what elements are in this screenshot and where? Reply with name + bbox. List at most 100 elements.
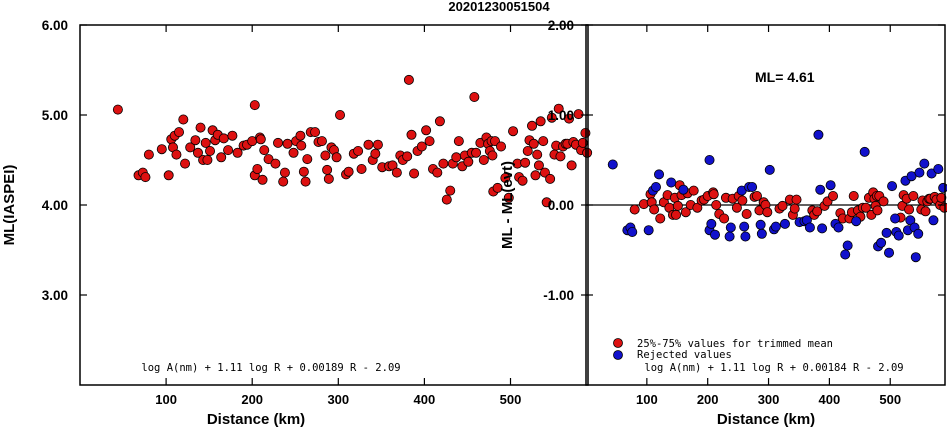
data-point-s0-85 <box>421 125 432 136</box>
data-point-s0-74 <box>904 204 915 215</box>
data-point-s0-118 <box>517 175 528 186</box>
data-point-s0-11 <box>671 209 682 220</box>
data-point-s0-0 <box>112 104 123 115</box>
data-point-s0-48 <box>812 206 823 217</box>
data-point-s0-141 <box>566 160 577 171</box>
y-axis-ticks: -1.00 0.00 1.00 2.00 <box>543 18 945 303</box>
x-axis-ticks: 100 200 300 400 500 <box>155 25 521 407</box>
data-point-s1-18 <box>740 231 751 242</box>
data-point-s0-49 <box>296 140 307 151</box>
data-points <box>112 74 593 208</box>
legend-marker-trimmed <box>613 338 623 348</box>
data-point-s0-79 <box>402 151 413 162</box>
data-point-s0-57 <box>320 150 331 161</box>
y-tick-label: 1.00 <box>548 108 574 123</box>
data-point-s1-13 <box>709 229 720 240</box>
data-point-s0-122 <box>527 120 538 131</box>
data-point-s0-130 <box>541 197 552 208</box>
data-point-s1-43 <box>881 227 892 238</box>
data-point-s0-35 <box>252 163 263 174</box>
data-point-s0-44 <box>279 167 290 178</box>
data-point-s0-56 <box>316 136 327 147</box>
data-point-s1-57 <box>919 158 930 169</box>
data-point-s0-140 <box>564 113 575 124</box>
data-point-s0-89 <box>434 116 445 127</box>
data-point-s0-58 <box>322 164 333 175</box>
data-point-s1-54 <box>910 252 921 263</box>
data-point-s0-48 <box>295 130 306 141</box>
data-point-s0-41 <box>270 158 281 169</box>
data-point-s0-20 <box>202 154 213 165</box>
data-points <box>607 129 947 263</box>
data-point-s1-32 <box>815 184 826 195</box>
data-point-s0-0 <box>629 204 640 215</box>
data-point-s0-123 <box>528 138 539 149</box>
data-point-s0-37 <box>255 134 266 145</box>
data-point-s0-18 <box>688 185 699 196</box>
y-axis-label: ML - ML(evt) <box>499 161 516 249</box>
data-point-s0-45 <box>282 138 293 149</box>
data-point-s0-43 <box>278 176 289 187</box>
data-point-s1-26 <box>779 218 790 229</box>
x-tick-label: 400 <box>414 392 436 407</box>
data-point-s0-30 <box>731 202 742 213</box>
data-point-s0-14 <box>185 142 196 153</box>
data-point-s1-34 <box>825 180 836 191</box>
data-point-s1-44 <box>884 247 895 258</box>
data-point-s0-76 <box>391 167 402 178</box>
y-axis-ticks: 3.00 4.00 5.00 6.00 <box>42 18 588 303</box>
data-point-s1-4 <box>643 225 654 236</box>
data-point-s0-124 <box>530 170 541 181</box>
data-point-s1-30 <box>804 222 815 233</box>
x-tick-label: 200 <box>241 392 263 407</box>
y-tick-label: 4.00 <box>42 198 68 213</box>
data-point-s0-136 <box>555 151 566 162</box>
data-point-s1-25 <box>770 221 781 232</box>
data-point-s0-100 <box>469 92 480 103</box>
data-point-s0-144 <box>573 109 584 120</box>
data-point-s0-32 <box>737 195 748 206</box>
data-point-s0-51 <box>300 176 311 187</box>
data-point-s0-12 <box>672 200 683 211</box>
data-point-s0-27 <box>719 213 730 224</box>
data-point-s0-88 <box>432 167 443 178</box>
data-point-s0-67 <box>872 205 883 216</box>
legend-label-trimmed: 25%-75% values for trimmed mean <box>637 338 833 350</box>
data-point-s1-39 <box>851 216 862 227</box>
x-tick-label: 100 <box>636 392 658 407</box>
figure-title: 20201230051504 <box>448 0 550 14</box>
data-point-s0-128 <box>538 136 549 147</box>
data-point-s0-71 <box>370 148 381 159</box>
data-point-s0-75 <box>908 190 919 201</box>
data-point-s0-82 <box>409 168 420 179</box>
data-point-s1-9 <box>678 184 689 195</box>
data-point-s1-10 <box>704 154 715 165</box>
data-point-s1-48 <box>893 230 904 241</box>
data-point-s1-38 <box>842 240 853 251</box>
data-point-s1-59 <box>928 215 939 226</box>
formula-label: log A(nm) + 1.11 log R + 0.00184 R - 2.0… <box>644 362 903 374</box>
data-point-s0-80 <box>403 74 414 85</box>
data-point-s0-114 <box>503 192 514 203</box>
data-point-s1-45 <box>887 181 898 192</box>
data-point-s0-11 <box>174 127 185 138</box>
data-point-s0-69 <box>878 196 889 207</box>
y-tick-label: 5.00 <box>42 108 68 123</box>
data-point-s0-44 <box>789 203 800 214</box>
data-point-s0-21 <box>205 145 216 156</box>
data-point-s1-7 <box>654 169 665 180</box>
y-tick-label: 6.00 <box>42 18 68 33</box>
data-point-s0-54 <box>310 127 321 138</box>
data-point-s1-21 <box>755 219 766 230</box>
data-point-s0-115 <box>508 126 519 137</box>
data-point-s0-35 <box>751 190 762 201</box>
data-point-s1-55 <box>913 228 924 239</box>
x-tick-label: 500 <box>500 392 522 407</box>
data-point-s1-14 <box>724 231 735 242</box>
data-point-s0-131 <box>545 173 556 184</box>
data-point-s0-120 <box>522 145 533 156</box>
data-point-s0-81 <box>406 129 417 140</box>
data-point-s0-5 <box>655 213 666 224</box>
data-point-s0-45 <box>791 194 802 205</box>
data-point-s0-132 <box>546 112 557 123</box>
